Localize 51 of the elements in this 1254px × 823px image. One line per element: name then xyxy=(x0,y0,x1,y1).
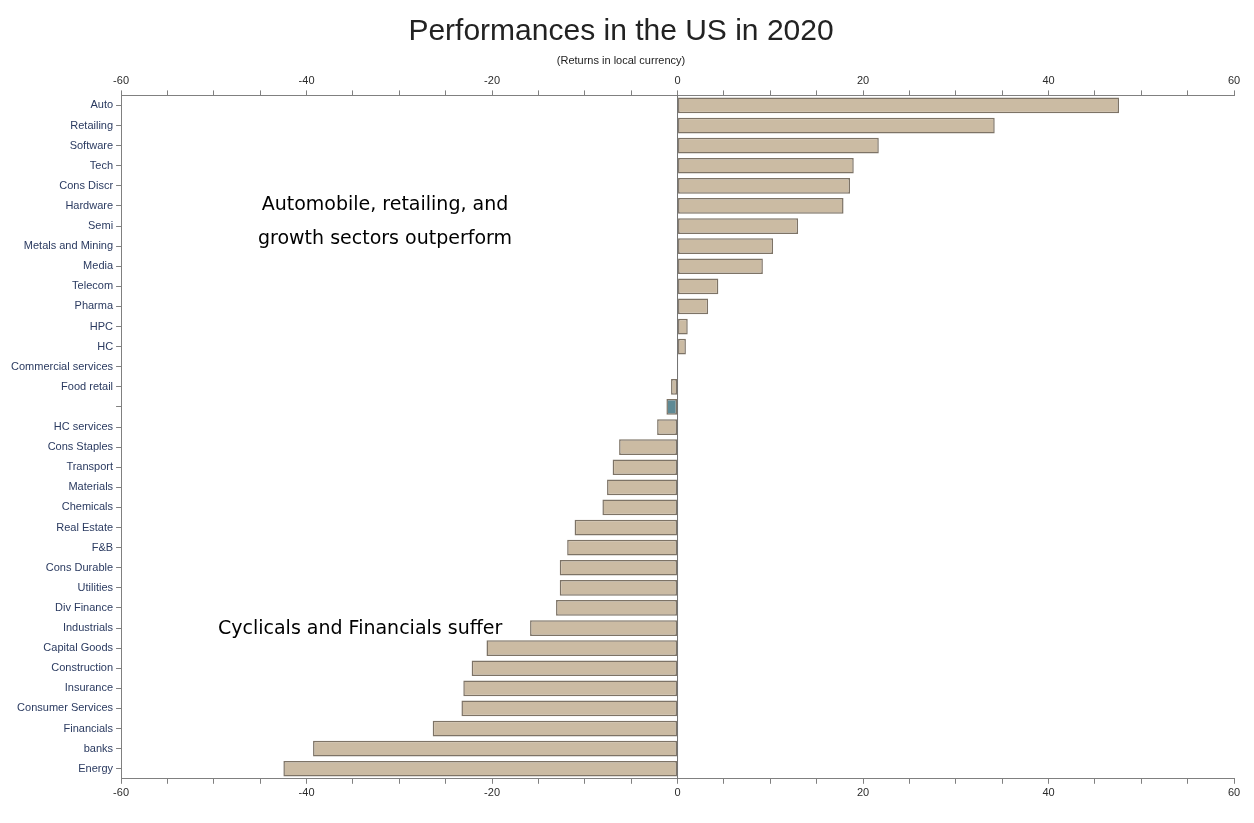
x-tick-label: 60 xyxy=(1227,786,1241,799)
y-tick-label: Pharma xyxy=(74,299,114,312)
y-tick-label: F&B xyxy=(91,540,114,553)
y-tick-label: Media xyxy=(83,259,114,272)
x-tick-label: 0 xyxy=(674,786,681,799)
annotation: Automobile, retailing, and growth sectors outperform xyxy=(257,191,513,250)
y-tick-label: Hardware xyxy=(65,198,114,211)
y-tick-label: Cons Durable xyxy=(45,560,114,573)
y-tick-label: Metals and Mining xyxy=(23,239,114,252)
x-tick-label: 20 xyxy=(856,786,870,799)
y-tick-label: Transport xyxy=(66,460,114,473)
y-tick-label: Auto xyxy=(90,98,114,111)
y-tick-label: HPC xyxy=(89,319,114,332)
y-tick-label: Capital Goods xyxy=(43,641,114,654)
y-tick-label: Telecom xyxy=(72,279,114,292)
y-tick-label: Chemicals xyxy=(61,500,114,513)
y-tick-label: Cons Discr xyxy=(59,178,114,191)
chart-subtitle: (Returns in local currency) xyxy=(556,53,686,66)
y-tick-label: Industrials xyxy=(62,621,114,634)
y-tick-label: Materials xyxy=(68,480,114,493)
y-tick-label: Real Estate xyxy=(56,520,114,533)
x2-tick-label: 40 xyxy=(1042,73,1055,86)
x2-tick-label: 0 xyxy=(674,73,681,86)
y-tick-label: banks xyxy=(83,741,114,754)
x2-tick-label: -40 xyxy=(298,73,315,86)
y-tick-label: Software xyxy=(69,138,114,151)
x2-tick-label: -20 xyxy=(484,73,500,86)
y-tick-label: Cons Staples xyxy=(47,440,114,453)
y-tick-label: Retailing xyxy=(70,118,114,131)
y-tick-label: Tech xyxy=(89,158,114,171)
y-tick-label: Consumer Services xyxy=(17,701,114,714)
y-tick-label: Financials xyxy=(63,721,114,734)
y-tick-label: Div Finance xyxy=(54,600,114,613)
x2-tick-label: 60 xyxy=(1227,73,1241,86)
x-tick-label: -40 xyxy=(298,786,315,799)
x2-tick-label: 20 xyxy=(856,73,870,86)
y-tick-label: Commercial services xyxy=(10,359,114,372)
y-tick-label: Utilities xyxy=(77,580,114,593)
x-tick-label: -20 xyxy=(484,786,500,799)
x-tick-label: 40 xyxy=(1042,786,1055,799)
y-tick-label: Construction xyxy=(51,661,114,674)
y-tick-label: Energy xyxy=(78,761,114,774)
y-tick-label: Semi xyxy=(88,219,114,232)
y-tick-label: Food retail xyxy=(61,379,114,392)
x-tick-label: -60 xyxy=(113,786,130,799)
y-tick-label: Insurance xyxy=(64,681,114,694)
annotation: Cyclicals and Financials suffer xyxy=(218,615,504,640)
y-tick-label: HC services xyxy=(53,420,114,433)
y-tick-label: HC xyxy=(97,339,114,352)
chart-title: Performances in the US in 2020 xyxy=(408,13,834,47)
x2-tick-label: -60 xyxy=(113,73,130,86)
